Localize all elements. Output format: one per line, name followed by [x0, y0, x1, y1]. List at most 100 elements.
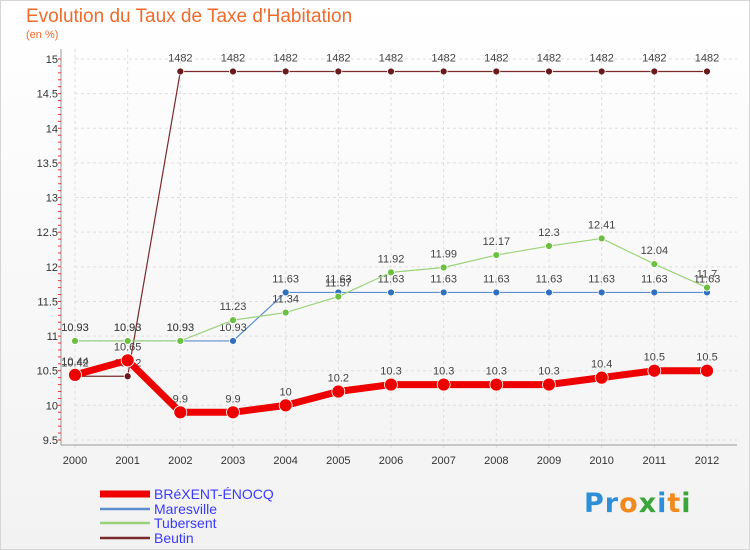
data-label: 11.63: [641, 273, 668, 285]
data-point: [68, 367, 82, 382]
data-label: 9.9: [173, 393, 188, 405]
data-label: 10.93: [167, 322, 195, 334]
data-point: [334, 292, 343, 301]
data-point: [703, 67, 711, 76]
data-label: 1482: [695, 52, 719, 64]
data-label: 12.3: [538, 227, 559, 239]
data-label: 1482: [484, 52, 508, 64]
data-point: [542, 377, 556, 392]
data-label: 1482: [326, 52, 350, 64]
data-label: 12.41: [588, 219, 616, 231]
data-label: 1482: [537, 52, 561, 64]
data-point: [384, 377, 398, 392]
x-tick-label: 2001: [115, 455, 139, 467]
data-label: 11.63: [325, 273, 352, 285]
data-label: 11.63: [588, 273, 615, 285]
y-tick-label: 11: [47, 331, 58, 343]
data-point: [650, 260, 659, 268]
x-tick-label: 2012: [695, 455, 719, 467]
data-point: [436, 377, 451, 392]
data-label: 10.65: [114, 341, 142, 353]
data-label: 10.2: [328, 373, 349, 385]
legend-item: Beutin: [154, 530, 194, 546]
y-tick-label: 14.5: [37, 89, 58, 101]
data-point: [123, 372, 132, 381]
legend-item: BRéXENT-ÉNOCQ: [154, 486, 274, 502]
x-tick-label: 2002: [168, 455, 192, 467]
data-point: [597, 67, 606, 76]
x-tick-label: 2009: [537, 455, 561, 467]
data-point: [700, 363, 714, 378]
data-point: [439, 263, 448, 272]
data-label: 1482: [431, 52, 455, 64]
y-tick-label: 10.5: [37, 366, 58, 378]
y-tick-label: 9.5: [43, 435, 58, 447]
data-label: 1482: [273, 52, 297, 64]
data-point: [492, 67, 501, 76]
x-tick-label: 2010: [589, 455, 613, 467]
logo-letter: i: [657, 488, 668, 519]
logo-letter: t: [667, 488, 682, 519]
y-tick-label: 14: [46, 123, 58, 135]
data-label: 11.92: [378, 253, 405, 265]
data-point: [545, 67, 553, 76]
data-point: [492, 251, 501, 259]
data-label: 12.17: [483, 236, 511, 248]
x-tick-label: 2000: [63, 455, 87, 467]
data-point: [650, 67, 659, 76]
data-point: [594, 370, 609, 385]
x-tick-label: 2004: [273, 455, 297, 467]
proxiti-logo: Proxiti: [584, 488, 692, 519]
data-label: 10.5: [644, 352, 665, 364]
data-label: 10.3: [538, 366, 559, 378]
y-tick-label: 13: [46, 193, 58, 205]
data-label: 11.23: [220, 301, 247, 313]
logo-letter: x: [638, 488, 658, 519]
data-point: [281, 288, 290, 297]
data-label: 10.3: [486, 366, 507, 378]
data-label: 10.93: [114, 322, 142, 334]
data-point: [281, 67, 290, 76]
data-label: 1482: [168, 52, 192, 64]
data-point: [387, 288, 395, 297]
data-point: [334, 67, 343, 76]
data-point: [597, 234, 606, 243]
data-label: 11.63: [378, 273, 405, 285]
data-point: [226, 405, 240, 420]
data-label: 9.9: [225, 393, 240, 405]
data-point: [123, 337, 132, 345]
logo-letter: i: [681, 488, 692, 519]
data-label: 1482: [642, 52, 666, 64]
data-label: 11.63: [694, 273, 721, 285]
data-point: [439, 288, 448, 297]
data-label: 10.93: [61, 322, 89, 334]
data-label: 11.63: [430, 273, 457, 285]
data-label: 11.63: [483, 273, 510, 285]
data-point: [545, 288, 553, 297]
data-label: 11.34: [272, 294, 299, 306]
y-tick-label: 13.5: [37, 158, 58, 170]
x-tick-label: 2008: [484, 455, 508, 467]
data-point: [229, 316, 237, 325]
data-label: 10.44: [61, 356, 89, 368]
data-label: 10.3: [433, 366, 454, 378]
data-point: [176, 337, 185, 345]
data-point: [597, 288, 606, 297]
data-label: 11.57: [325, 278, 352, 290]
data-point: [278, 398, 293, 413]
x-tick-label: 2007: [431, 455, 455, 467]
y-tick-label: 15: [46, 54, 58, 66]
data-label: 11.7: [697, 269, 718, 281]
x-tick-label: 2006: [379, 455, 403, 467]
data-point: [229, 67, 237, 76]
data-label: 10.3: [380, 366, 401, 378]
logo-letter: o: [619, 488, 639, 519]
data-label: 10.93: [61, 322, 89, 334]
data-point: [387, 67, 395, 76]
y-tick-label: 12: [46, 262, 58, 274]
chart-unit: (en %): [26, 29, 59, 41]
y-tick-label: 11.5: [37, 296, 58, 308]
data-label: 10.42: [61, 357, 89, 369]
